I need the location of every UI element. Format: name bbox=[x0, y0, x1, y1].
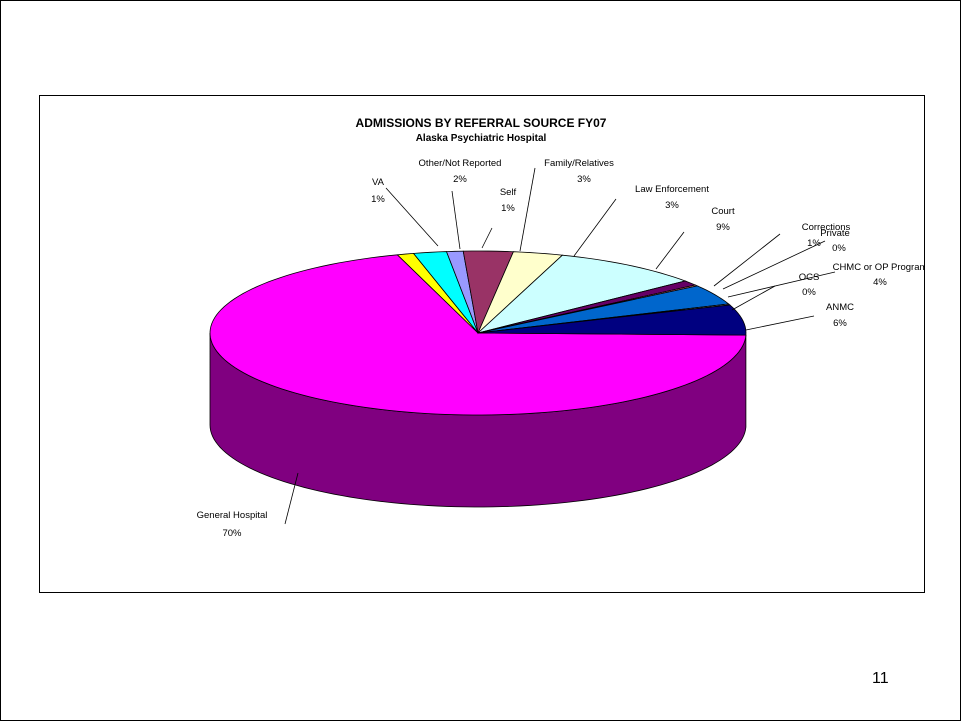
slice-name-label-other-not-reported: Other/Not Reported bbox=[419, 158, 502, 169]
leader-line-anmc bbox=[745, 315, 815, 331]
leader-line-law-enforcement bbox=[573, 198, 617, 257]
chart-title: ADMISSIONS BY REFERRAL SOURCE FY07 bbox=[356, 116, 607, 130]
slice-name-label-va: VA bbox=[372, 177, 385, 188]
leader-line-family-relatives bbox=[519, 167, 536, 252]
leader-line-ocs bbox=[731, 285, 776, 311]
chart-subtitle: Alaska Psychiatric Hospital bbox=[416, 133, 547, 144]
slice-value-label-law-enforcement: 3% bbox=[665, 200, 679, 211]
leader-line-chmc-or-op-program bbox=[727, 271, 836, 298]
slice-value-label-ocs: 0% bbox=[802, 287, 816, 298]
slice-value-label-family-relatives: 3% bbox=[577, 174, 591, 185]
slice-name-label-general-hospital: General Hospital bbox=[197, 510, 268, 521]
slice-court bbox=[477, 254, 687, 334]
leader-line-private bbox=[722, 240, 826, 290]
slice-name-label-private: Private bbox=[820, 228, 850, 239]
pie-chart: ADMISSIONS BY REFERRAL SOURCE FY07 Alask… bbox=[197, 116, 928, 539]
slice-value-label-court: 9% bbox=[716, 222, 730, 233]
slice-law-enforcement bbox=[477, 251, 564, 334]
slice-value-label-private: 0% bbox=[832, 243, 846, 254]
slice-value-label-chmc-or-op-program: 4% bbox=[873, 277, 887, 288]
slice-value-label-other-not-reported: 2% bbox=[453, 174, 467, 185]
slice-general-hospital bbox=[209, 254, 747, 416]
slice-family-relatives bbox=[462, 250, 515, 335]
leader-line-other-not-reported bbox=[451, 190, 461, 250]
page-number: 11 bbox=[872, 670, 889, 687]
leader-line-va bbox=[385, 187, 439, 247]
leader-line-self bbox=[481, 227, 493, 249]
slice-anmc bbox=[477, 304, 747, 336]
leader-line-court bbox=[655, 231, 685, 270]
slice-value-label-corrections: 1% bbox=[807, 238, 821, 249]
slice-value-label-self: 1% bbox=[501, 203, 515, 214]
slice-value-label-anmc: 6% bbox=[833, 318, 847, 329]
slice-name-label-law-enforcement: Law Enforcement bbox=[635, 184, 709, 195]
slice-name-label-anmc: ANMC bbox=[826, 302, 854, 313]
slice-name-label-court: Court bbox=[711, 206, 735, 217]
chart-frame: ADMISSIONS BY REFERRAL SOURCE FY07 Alask… bbox=[39, 95, 928, 593]
slice-value-label-va: 1% bbox=[371, 194, 385, 205]
slice-chmc-or-op-program bbox=[477, 285, 730, 334]
slice-name-label-corrections: Corrections bbox=[802, 222, 851, 233]
slice-value-label-general-hospital: 70% bbox=[222, 528, 242, 539]
leader-line-corrections bbox=[713, 233, 781, 287]
slice-name-label-family-relatives: Family/Relatives bbox=[544, 158, 614, 169]
slice-name-label-ocs: OCS bbox=[799, 272, 820, 283]
slice-name-label-self: Self bbox=[500, 187, 517, 198]
leader-line-general-hospital bbox=[284, 472, 299, 525]
slice-name-label-chmc-or-op-program: CHMC or OP Program bbox=[833, 262, 924, 273]
